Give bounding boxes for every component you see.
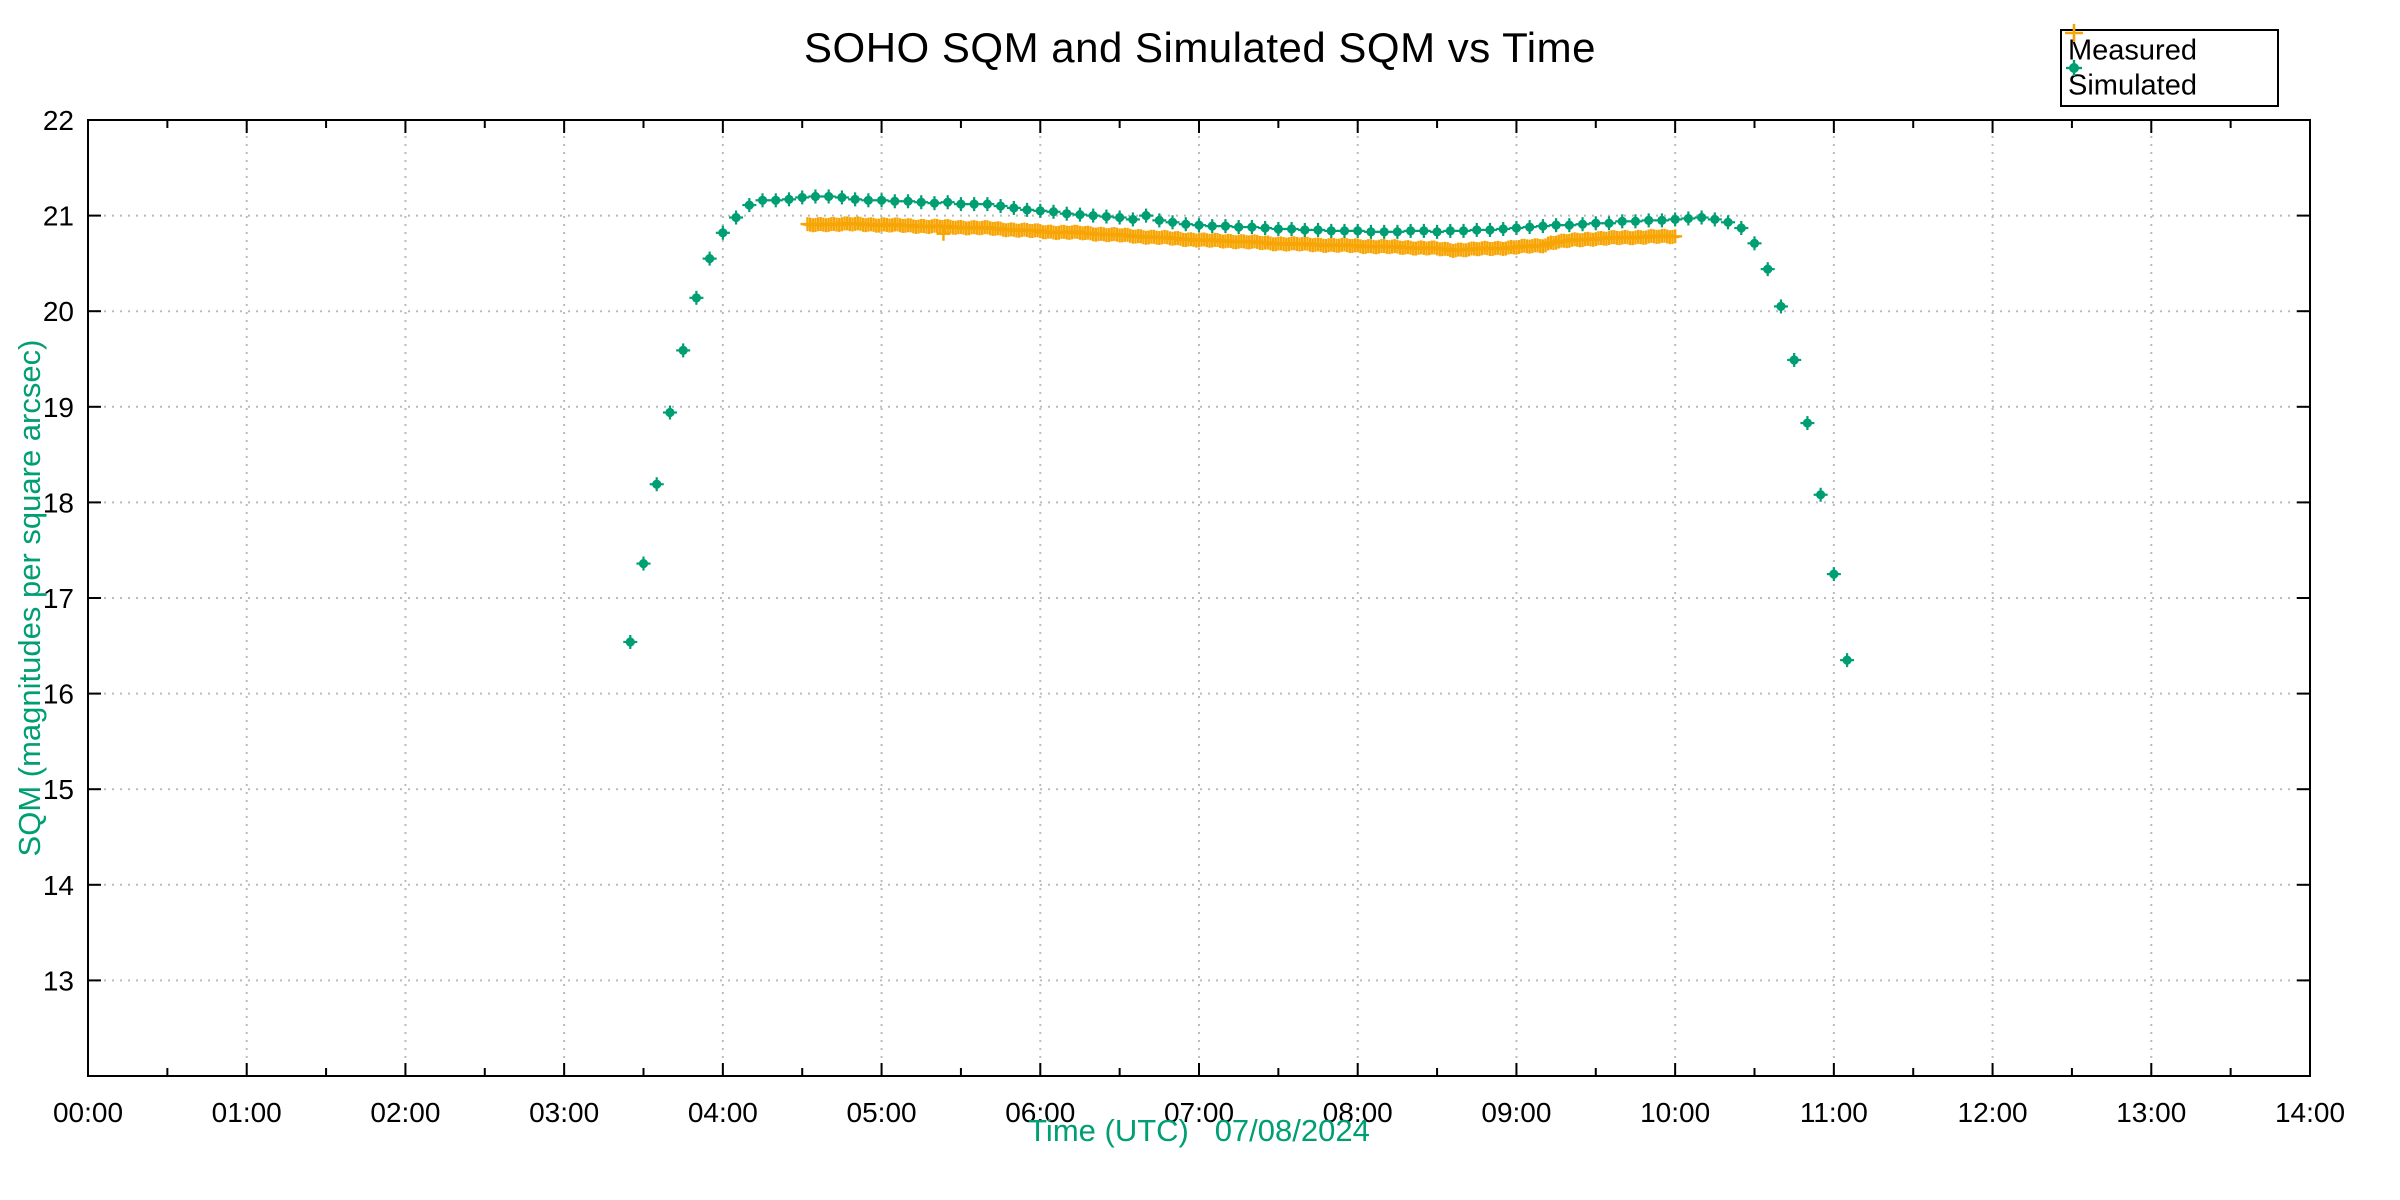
x-tick-label: 10:00 xyxy=(1640,1097,1710,1128)
x-tick-label: 05:00 xyxy=(847,1097,917,1128)
x-tick-label: 03:00 xyxy=(529,1097,599,1128)
x-axis-label: Time (UTC) 07/08/2024 xyxy=(1028,1113,1370,1148)
axis-ticks xyxy=(87,119,2311,1076)
plus-marker-icon xyxy=(2065,24,2083,42)
legend-label-simulated: Simulated xyxy=(2068,69,2197,101)
legend-box: Measured Simulated xyxy=(2060,24,2279,107)
x-tick-label: 04:00 xyxy=(688,1097,758,1128)
grid-lines xyxy=(88,120,2310,1076)
y-tick-label: 17 xyxy=(43,583,74,614)
x-tick-label: 07:00 xyxy=(1164,1097,1234,1128)
x-tick-label: 06:00 xyxy=(1005,1097,1075,1128)
legend-item-measured: Measured xyxy=(2062,24,2277,68)
dot-marker-icon xyxy=(2066,60,2082,76)
series-measured xyxy=(800,216,1683,258)
x-tick-label: 11:00 xyxy=(1800,1097,1868,1128)
y-tick-label: 20 xyxy=(43,296,74,327)
y-axis-label: SQM (magnitudes per square arcsec) xyxy=(12,339,47,857)
y-tick-label: 18 xyxy=(43,487,74,518)
y-tick-label: 21 xyxy=(43,201,74,232)
x-tick-label: 14:00 xyxy=(2275,1097,2345,1128)
x-tick-label: 00:00 xyxy=(53,1097,123,1128)
y-tick-label: 14 xyxy=(43,870,74,901)
plot-border xyxy=(87,119,2311,1077)
legend-label-measured: Measured xyxy=(2068,34,2197,66)
x-tick-label: 13:00 xyxy=(2116,1097,2186,1128)
y-tick-label: 15 xyxy=(43,774,74,805)
chart-title: SOHO SQM and Simulated SQM vs Time xyxy=(804,24,1596,71)
y-tick-label: 19 xyxy=(43,392,74,423)
x-tick-labels: 00:00 01:00 02:00 03:00 04:00 05:00 06:00 07:00… xyxy=(53,1097,2345,1128)
y-tick-labels: 13 14 15 16 17 18 19 20 21 22 xyxy=(43,105,74,996)
legend-item-simulated: Simulated xyxy=(2062,60,2277,103)
x-tick-label: 02:00 xyxy=(370,1097,440,1128)
x-tick-label: 08:00 xyxy=(1323,1097,1393,1128)
y-tick-label: 13 xyxy=(43,965,74,996)
x-tick-label: 12:00 xyxy=(1958,1097,2028,1128)
y-tick-label: 22 xyxy=(43,105,74,136)
y-tick-label: 16 xyxy=(43,679,74,710)
x-tick-label: 09:00 xyxy=(1481,1097,1551,1128)
x-tick-label: 01:00 xyxy=(212,1097,282,1128)
series-simulated xyxy=(623,189,1855,668)
